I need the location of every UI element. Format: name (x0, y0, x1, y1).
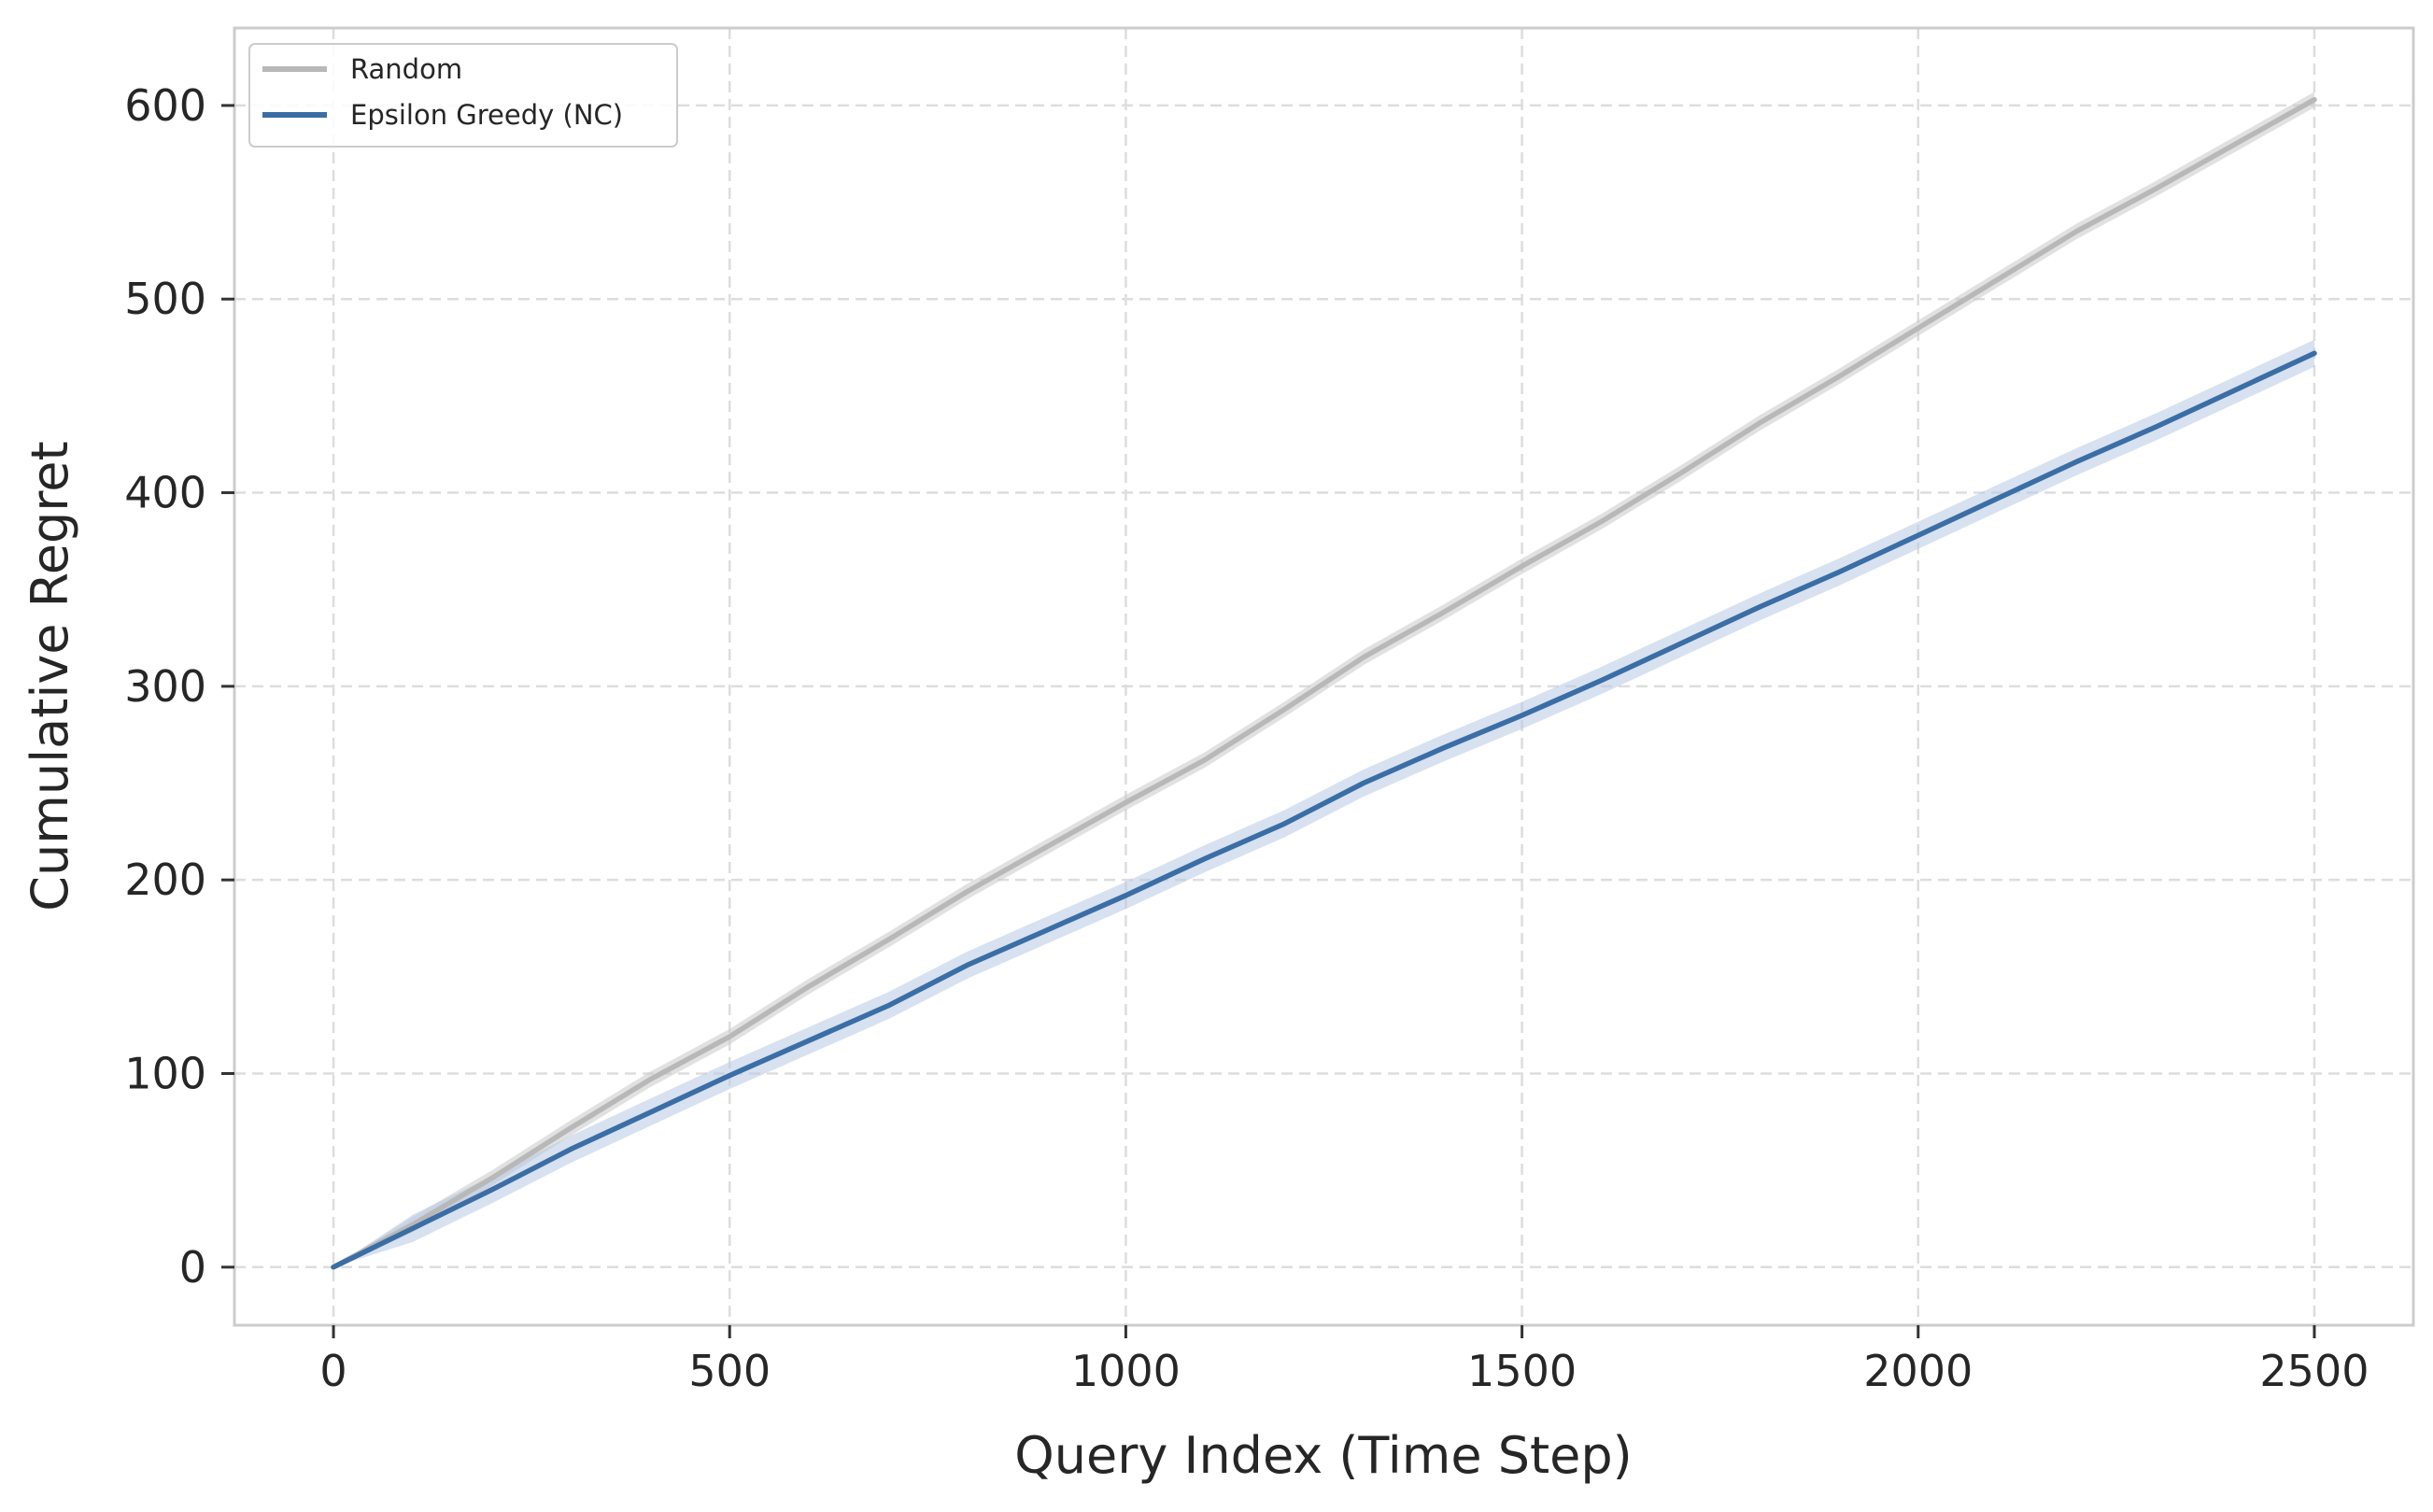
x-tick-label: 2500 (2259, 1346, 2369, 1396)
legend-label-epsilon-greedy: Epsilon Greedy (NC) (350, 99, 623, 131)
legend: Random Epsilon Greedy (NC) (248, 43, 678, 148)
y-tick-label: 100 (124, 1048, 206, 1098)
y-tick-label: 600 (124, 80, 206, 131)
x-axis-label: Query Index (Time Step) (1014, 1426, 1633, 1485)
y-axis-label: Cumulative Regret (21, 441, 79, 911)
x-tick-label: 1000 (1071, 1346, 1181, 1396)
y-tick-label: 500 (124, 274, 206, 324)
y-tick-label: 400 (124, 468, 206, 518)
series-line-epsilon-greedy-nc (331, 350, 2317, 1270)
y-tick-label: 200 (124, 855, 206, 905)
x-tick-label: 500 (688, 1346, 771, 1396)
y-tick-label: 0 (179, 1242, 206, 1293)
plot-frame (233, 26, 2415, 1327)
line-layer (331, 96, 2317, 1270)
legend-box (248, 43, 678, 148)
series-line-random (331, 96, 2317, 1270)
x-tick-label: 0 (319, 1346, 347, 1396)
x-tick-label: 2000 (1863, 1346, 1973, 1396)
legend-label-random: Random (350, 53, 462, 85)
x-tick-label: 1500 (1467, 1346, 1577, 1396)
tick-layer: 0 500 1000 1500 2000 2500 0 100 200 300 400 500 600 (124, 80, 2369, 1396)
y-tick-label: 300 (124, 661, 206, 712)
